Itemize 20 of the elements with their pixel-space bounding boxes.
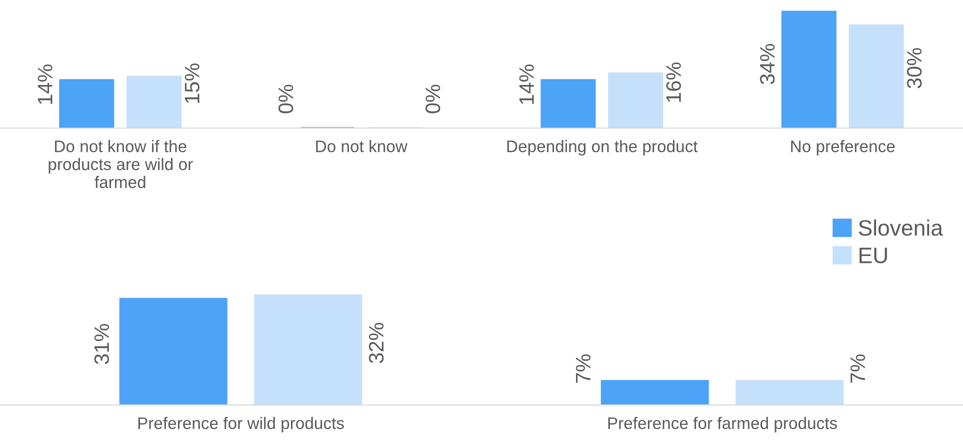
legend-label: Slovenia [858, 219, 943, 236]
x-tick-label: Depending on the product [507, 140, 698, 156]
x-tick-label: Do not know [316, 140, 408, 152]
data-label: 30% [906, 48, 922, 88]
data-label: 31% [94, 324, 110, 364]
x-tick-label: No preference [791, 140, 895, 156]
data-label: 16% [666, 62, 681, 102]
data-label: 7% [850, 354, 866, 383]
data-label: 32% [368, 322, 384, 364]
data-label: 34% [760, 44, 775, 84]
data-label: 7% [576, 354, 590, 383]
x-tick-label: Do not know if the products are wild or farmed [48, 140, 193, 188]
legend-label: EU [860, 248, 887, 264]
x-tick-label: Preference for farmed products [608, 416, 837, 432]
data-label: 14% [519, 64, 534, 104]
data-label: 0% [425, 84, 440, 114]
x-tick-label: Preference for wild products [138, 416, 344, 432]
data-label: 14% [38, 64, 52, 104]
data-label: 15% [184, 64, 200, 103]
data-label: 0% [278, 84, 294, 114]
